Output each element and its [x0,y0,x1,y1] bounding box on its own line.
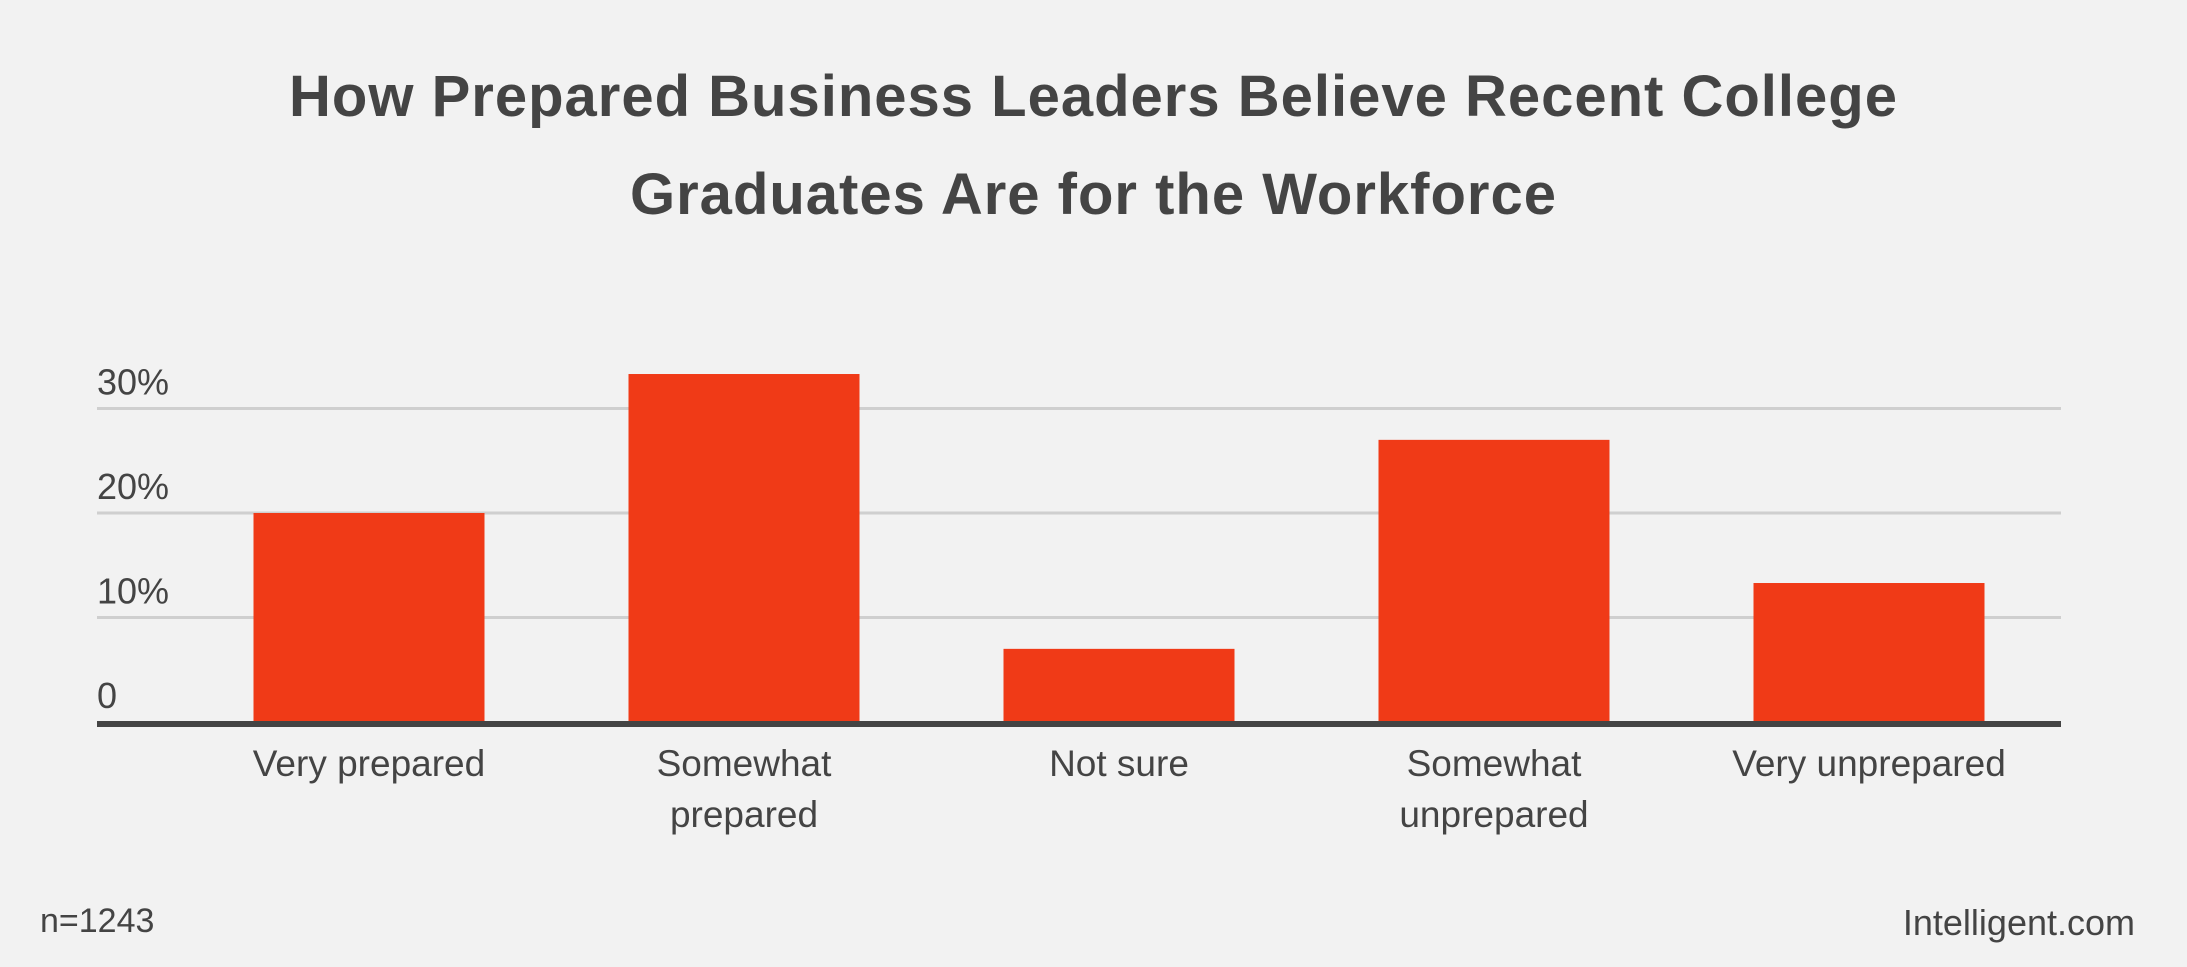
x-tick-label: Very unprepared [1732,743,2006,784]
y-tick-label: 10% [97,571,169,612]
bar [628,374,860,722]
sample-size: n=1243 [40,902,155,940]
bars [253,374,1985,722]
x-tick-label: Somewhat unprepared [1399,743,1588,835]
x-tick-label: Somewhat prepared [657,743,833,835]
chart-title-line-2: Graduates Are for the Workforce [630,162,1557,227]
bar [1378,439,1610,722]
y-tick-label: 0 [97,675,117,716]
y-tick-labels: 0 10% 20% 30% [97,362,169,717]
x-tick-labels: Very prepared Somewhat prepared Not sure Som… [253,743,2006,835]
bar [1003,648,1235,722]
x-tick-label: Very prepared [253,743,485,784]
x-tick-label: Not sure [1049,743,1189,784]
y-tick-label: 30% [97,362,169,403]
bar [1753,583,1985,722]
y-tick-label: 20% [97,466,169,507]
chart-title-line-1: How Prepared Business Leaders Believe Re… [289,64,1898,129]
bar [253,513,485,722]
chart-title: How Prepared Business Leaders Believe Re… [0,48,2187,244]
source-logo: Intelligent.com [1902,902,2135,943]
